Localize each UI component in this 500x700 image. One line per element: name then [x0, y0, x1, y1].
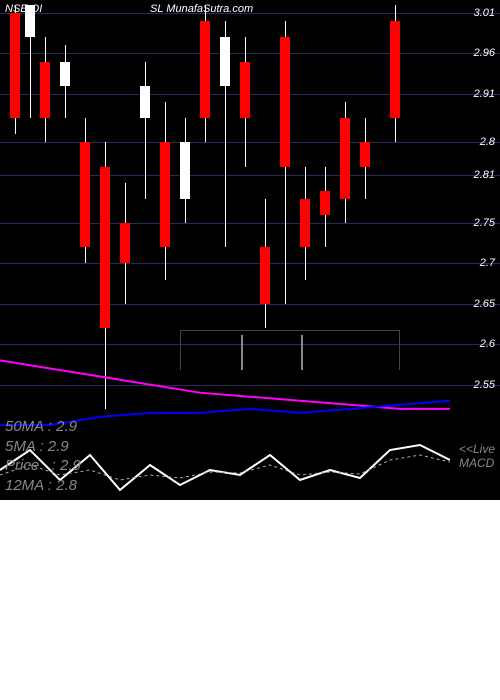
macd-text-label: MACD	[459, 456, 495, 470]
macd-live-label: <<Live	[459, 442, 495, 456]
stats-panel: 50MA : 2.9 5MA : 2.9 Price : 2.9 12MA : …	[5, 417, 81, 495]
grid-line	[0, 223, 500, 224]
y-axis-label: 2.96	[474, 47, 495, 59]
y-axis-label: 3.01	[474, 7, 495, 19]
y-axis-label: 2.91	[474, 88, 495, 100]
volume-bar	[301, 335, 303, 370]
y-axis-label: 2.81	[474, 169, 495, 181]
stat-12ma: 12MA : 2.8	[5, 476, 81, 496]
volume-panel	[180, 330, 400, 370]
price-chart: NSE OI SL MunafaSutra.com 3.012.962.912.…	[0, 0, 500, 500]
grid-line	[0, 304, 500, 305]
grid-line	[0, 175, 500, 176]
y-axis-label: 2.55	[474, 379, 495, 391]
grid-line	[0, 13, 500, 14]
stat-5ma: 5MA : 2.9	[5, 437, 81, 457]
y-axis-label: 2.8	[480, 136, 495, 148]
stat-price: Price : 2.9	[5, 456, 81, 476]
volume-bar	[241, 335, 243, 370]
y-axis-label: 2.7	[480, 257, 495, 269]
y-axis-label: 2.75	[474, 217, 495, 229]
grid-line	[0, 263, 500, 264]
bottom-whitespace	[0, 500, 500, 700]
y-axis-label: 2.6	[480, 338, 495, 350]
stat-50ma: 50MA : 2.9	[5, 417, 81, 437]
grid-line	[0, 53, 500, 54]
grid-line	[0, 94, 500, 95]
grid-line	[0, 142, 500, 143]
macd-label: <<Live MACD	[459, 442, 495, 470]
grid-line	[0, 385, 500, 386]
y-axis-label: 2.65	[474, 298, 495, 310]
